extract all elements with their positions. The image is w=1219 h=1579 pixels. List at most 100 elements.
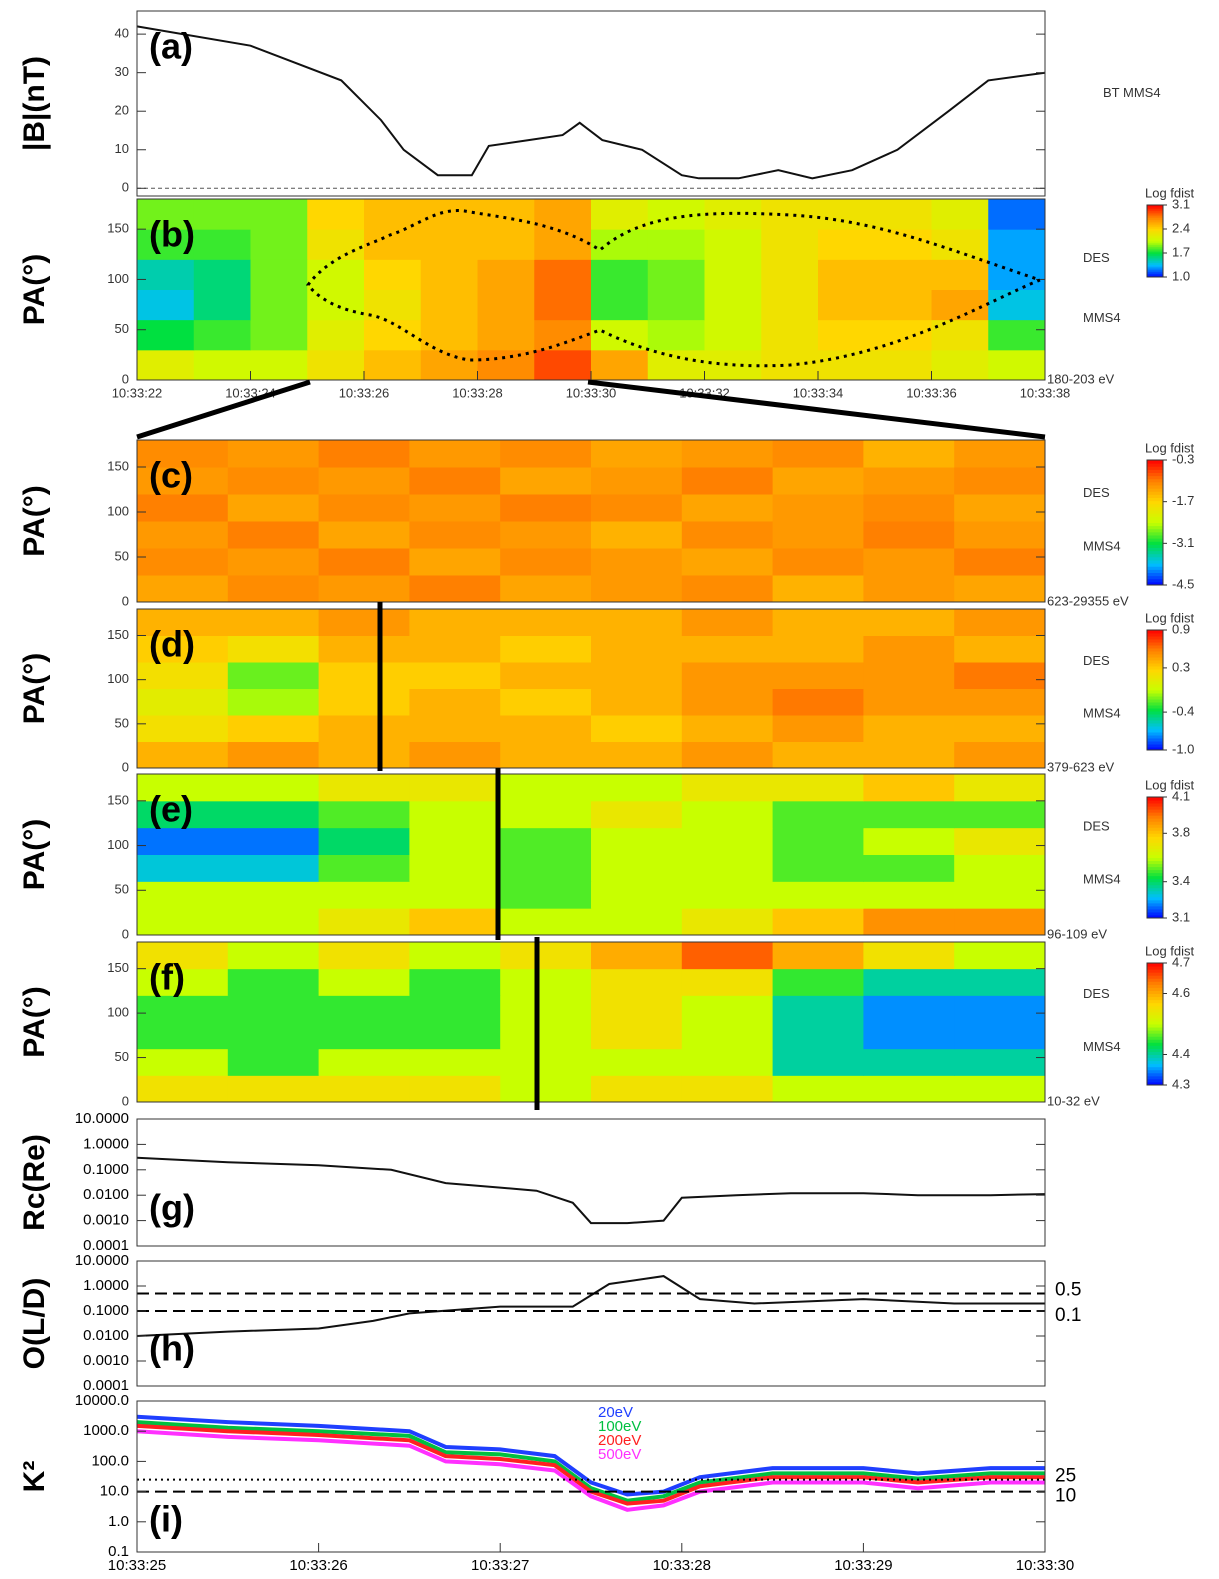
reference-label: 0.5 <box>1055 1280 1081 1301</box>
heatmap-cell <box>954 609 1046 636</box>
heatmap-cell <box>772 1075 864 1103</box>
heatmap-cell <box>420 199 478 230</box>
colorbar-swatch <box>1147 663 1163 667</box>
colorbar-title: Log fdist <box>1145 440 1195 455</box>
heatmap-cell <box>591 854 683 882</box>
heatmap-cell <box>591 259 649 290</box>
colorbar-swatch <box>1147 239 1163 242</box>
heatmap-cell <box>318 881 410 909</box>
colorbar-swatch <box>1147 684 1163 688</box>
heatmap-cell <box>591 968 683 996</box>
colorbar-swatch <box>1147 645 1163 649</box>
colorbar-tick-label: -0.4 <box>1172 704 1194 719</box>
colorbar-swatch <box>1147 217 1163 220</box>
heatmap-cell <box>863 494 955 522</box>
heatmap-cell <box>364 199 422 230</box>
colorbar-swatch <box>1147 732 1163 736</box>
heatmap-cell <box>307 289 365 321</box>
colorbar-tick-label: 4.1 <box>1172 788 1190 803</box>
colorbar-swatch <box>1147 235 1163 238</box>
heatmap-cell <box>500 908 592 936</box>
colorbar-swatch <box>1147 246 1163 249</box>
heatmap-cell <box>137 259 195 290</box>
reference-label: 10 <box>1055 1486 1076 1507</box>
heatmap-cell <box>761 229 819 260</box>
heatmap-cell <box>874 319 932 351</box>
heatmap-cell <box>500 715 592 742</box>
colorbar-swatch <box>1147 488 1163 492</box>
heatmap-cell <box>591 440 683 468</box>
heatmap-cell <box>420 289 478 321</box>
heatmap-cell <box>318 1048 410 1076</box>
x-tick-label: 10:33:36 <box>906 385 957 400</box>
colorbar-swatch <box>1147 255 1163 258</box>
heatmap-cell <box>772 995 864 1023</box>
heatmap-cell <box>409 548 501 576</box>
heatmap-cell <box>772 467 864 495</box>
y-tick-label: 0.1 <box>108 1543 129 1560</box>
colorbar-swatch <box>1147 1078 1163 1083</box>
heatmap-cell <box>137 289 195 321</box>
colorbar-swatch <box>1147 1069 1163 1074</box>
colorbar-swatch <box>1147 208 1163 211</box>
heatmap-cell <box>409 854 501 882</box>
colorbar-swatch <box>1147 902 1163 907</box>
heatmap-cell <box>409 1075 501 1103</box>
heatmap-cell <box>318 827 410 855</box>
heatmap-cell <box>318 609 410 636</box>
heatmap-cell <box>591 609 683 636</box>
heatmap-cell <box>500 968 592 996</box>
colorbar-frame <box>1146 796 1164 919</box>
y-tick-label: 50 <box>115 1049 129 1064</box>
colorbar-swatch <box>1147 531 1163 536</box>
heatmap-cell <box>818 289 876 321</box>
heatmap-cell <box>409 609 501 636</box>
heatmap-cell <box>500 609 592 636</box>
plot-frame <box>136 10 1046 197</box>
panel-label: (h) <box>149 1328 195 1369</box>
x-tick-label: 10:33:34 <box>793 385 844 400</box>
heatmap-cell <box>954 715 1046 742</box>
colorbar-swatch <box>1147 1075 1163 1080</box>
panel-label: (d) <box>149 624 195 665</box>
heatmap-cell <box>863 942 955 970</box>
colorbar-swatch <box>1147 232 1163 235</box>
colorbar-swatch <box>1147 219 1163 222</box>
heatmap-cell <box>591 1075 683 1103</box>
colorbar-tick-label: 3.1 <box>1172 196 1190 211</box>
colorbar-tick-label: 0.9 <box>1172 621 1190 636</box>
colorbar-swatch <box>1147 666 1163 670</box>
colorbar-swatch <box>1147 569 1163 573</box>
x-tick-label: 10:33:30 <box>566 385 617 400</box>
x-tick-label: 10:33:26 <box>339 385 390 400</box>
panel-label: (g) <box>149 1187 195 1228</box>
heatmap-cell <box>863 1075 955 1103</box>
colorbar-swatch <box>1147 657 1163 661</box>
heatmap-cell <box>863 575 955 603</box>
heatmap-cell <box>409 942 501 970</box>
colorbar-swatch <box>1147 896 1163 901</box>
y-tick-label: 10000.0 <box>75 1392 129 1409</box>
heatmap-cell <box>500 494 592 522</box>
heatmap-cell <box>772 494 864 522</box>
colorbar-swatch <box>1147 226 1163 229</box>
heatmap-cell <box>500 800 592 829</box>
heatmap-cell <box>681 942 774 970</box>
colorbar-swatch <box>1147 538 1163 542</box>
colorbar-swatch <box>1147 729 1163 733</box>
colorbar-swatch <box>1147 463 1163 467</box>
colorbar-swatch <box>1147 636 1163 640</box>
heatmap-cell <box>681 881 774 909</box>
heatmap-cell <box>409 881 501 909</box>
heatmap-cell <box>500 521 592 549</box>
colorbar-swatch <box>1147 550 1163 555</box>
colorbar-swatch <box>1147 244 1163 247</box>
heatmap-cell <box>318 575 410 603</box>
heatmap-cell <box>318 774 410 802</box>
heatmap-cell <box>500 774 592 802</box>
heatmap-cell <box>477 199 535 230</box>
heatmap-cell <box>647 289 705 321</box>
heatmap-cell <box>954 662 1046 689</box>
heatmap-cell <box>137 1048 229 1076</box>
